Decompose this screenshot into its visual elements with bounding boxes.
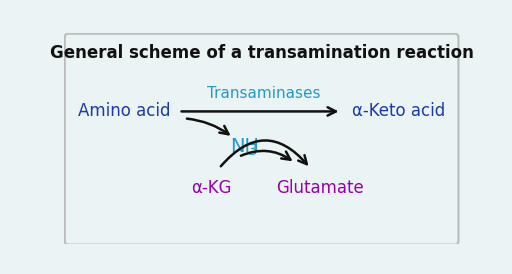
Text: Transaminases: Transaminases xyxy=(207,86,321,101)
FancyBboxPatch shape xyxy=(65,34,458,245)
Text: α-KG: α-KG xyxy=(191,179,231,198)
Text: 3: 3 xyxy=(248,143,258,158)
Text: α-Keto acid: α-Keto acid xyxy=(352,102,445,120)
Text: Amino acid: Amino acid xyxy=(78,102,170,120)
Text: Glutamate: Glutamate xyxy=(276,179,364,198)
Text: General scheme of a transamination reaction: General scheme of a transamination react… xyxy=(51,44,474,62)
Text: NH: NH xyxy=(230,136,260,156)
